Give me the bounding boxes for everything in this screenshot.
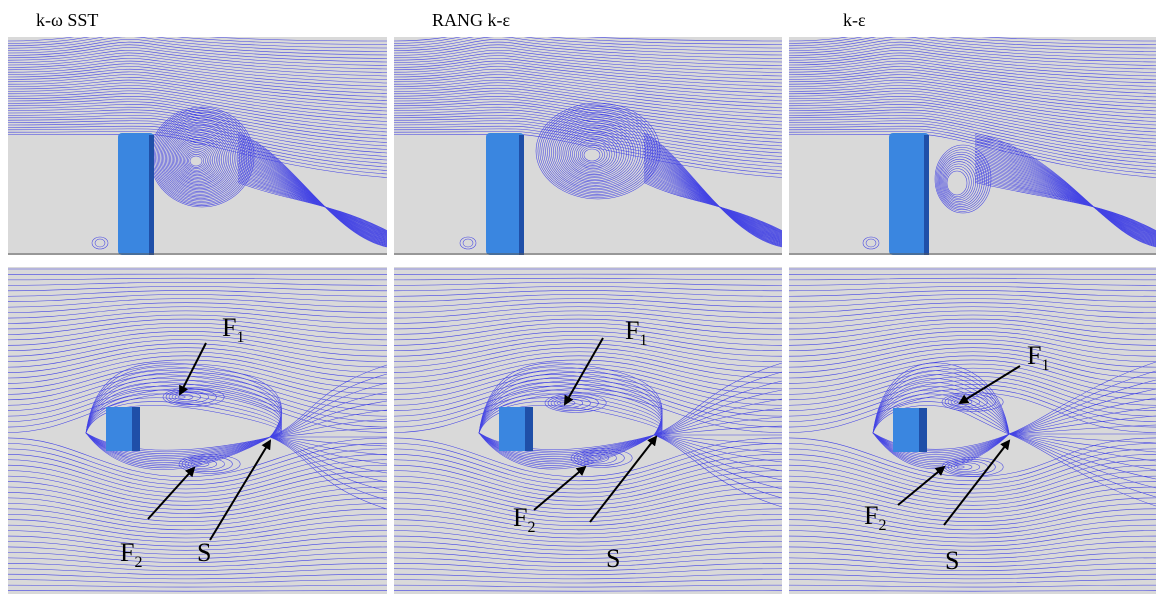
label-f2: F2: [120, 538, 143, 571]
label-f1: F1: [625, 316, 648, 349]
side-view-streamlines: [789, 37, 1156, 255]
label-s: S: [197, 538, 212, 567]
column-title-kw-sst: k-ω SST: [36, 10, 99, 30]
top-view-streamlines: [8, 267, 387, 594]
label-f1: F1: [222, 313, 245, 346]
column-title-rang-ke: RANG k-ε: [432, 10, 511, 30]
side-view-streamlines: [8, 37, 387, 255]
side-view-streamlines: [394, 37, 782, 255]
label-f2: F2: [864, 501, 887, 534]
label-f1: F1: [1027, 341, 1050, 374]
label-s: S: [945, 546, 960, 575]
top-view-kw-sst: [8, 267, 387, 594]
top-view-streamlines: [789, 267, 1156, 594]
top-view-ke: [789, 267, 1156, 594]
label-f2: F2: [513, 503, 536, 536]
side-view-kw-sst: [8, 37, 387, 255]
side-view-ke: [789, 37, 1156, 255]
side-view-rang-ke: [394, 37, 782, 255]
column-title-ke: k-ε: [843, 10, 866, 30]
top-view-rang-ke: [394, 267, 782, 594]
label-s: S: [606, 544, 621, 573]
top-view-streamlines: [394, 267, 782, 594]
